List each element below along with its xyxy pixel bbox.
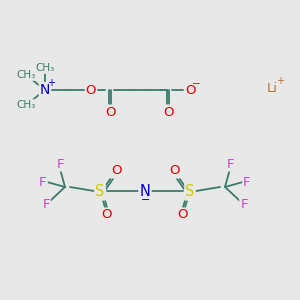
Text: Li: Li: [266, 82, 278, 94]
Text: CH₃: CH₃: [16, 70, 36, 80]
Text: F: F: [56, 158, 64, 170]
Text: O: O: [105, 106, 115, 118]
Text: O: O: [178, 208, 188, 221]
Text: F: F: [226, 158, 234, 170]
Text: F: F: [240, 197, 248, 211]
Text: O: O: [185, 83, 195, 97]
Text: O: O: [102, 208, 112, 221]
Text: +: +: [276, 76, 284, 86]
Text: O: O: [111, 164, 121, 178]
Text: CH₃: CH₃: [35, 63, 55, 73]
Text: F: F: [243, 176, 251, 188]
Text: +: +: [47, 78, 55, 88]
Text: −: −: [141, 195, 151, 205]
Text: F: F: [42, 197, 50, 211]
Text: F: F: [39, 176, 47, 188]
Text: S: S: [95, 184, 105, 200]
Text: O: O: [86, 83, 96, 97]
Text: N: N: [40, 83, 50, 97]
Text: N: N: [140, 184, 150, 200]
Text: −: −: [192, 79, 200, 89]
Text: O: O: [163, 106, 173, 118]
Text: O: O: [169, 164, 179, 178]
Text: S: S: [185, 184, 195, 200]
Text: CH₃: CH₃: [16, 100, 36, 110]
